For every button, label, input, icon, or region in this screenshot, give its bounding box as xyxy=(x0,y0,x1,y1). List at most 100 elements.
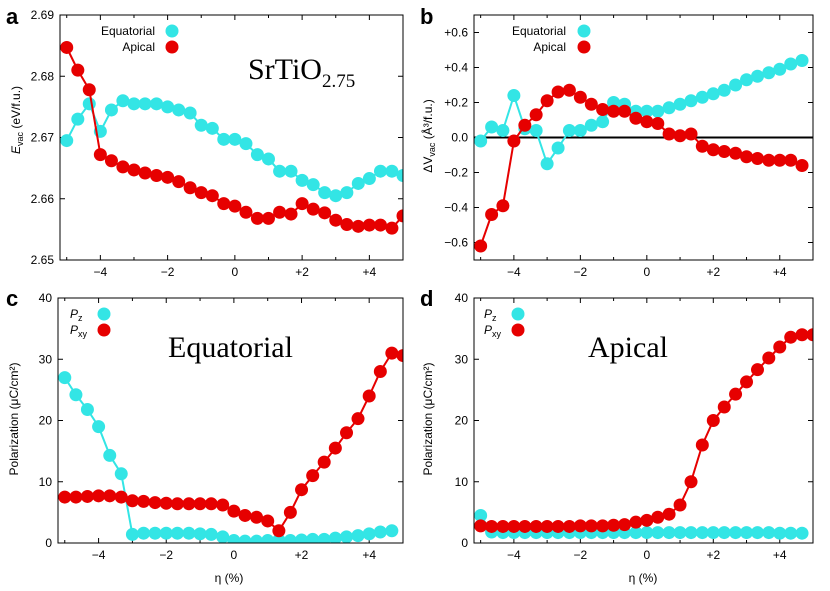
ytick-label: 10 xyxy=(39,475,53,489)
data-point-apical xyxy=(640,513,654,527)
data-point-apical xyxy=(261,514,275,528)
data-point-apical xyxy=(629,515,643,529)
xtick-label: +4 xyxy=(773,265,787,279)
data-point-apical xyxy=(340,217,354,231)
data-point-equatorial xyxy=(673,97,687,111)
data-point-apical xyxy=(284,207,298,221)
data-point-apical xyxy=(773,153,787,167)
ytick-label: 2.69 xyxy=(31,8,55,22)
data-point-apical xyxy=(529,519,543,533)
data-point-equatorial xyxy=(729,78,743,92)
data-point-equatorial xyxy=(740,526,754,540)
data-point-apical xyxy=(80,489,94,503)
xtick-label: +2 xyxy=(295,548,309,562)
data-point-apical xyxy=(496,519,510,533)
data-point-apical xyxy=(795,328,809,342)
data-point-equatorial xyxy=(317,532,331,543)
xtick-label: +4 xyxy=(362,548,376,562)
data-point-apical xyxy=(205,189,219,203)
data-point-apical xyxy=(540,519,554,533)
data-point-equatorial xyxy=(351,529,365,543)
xtick-label: 0 xyxy=(643,548,650,562)
data-point-apical xyxy=(217,197,231,211)
ytick-label: 2.66 xyxy=(31,192,55,206)
legend-c-pz-marker xyxy=(97,307,111,321)
data-point-apical xyxy=(116,160,130,174)
data-point-equatorial xyxy=(474,134,488,148)
data-point-apical xyxy=(204,497,218,511)
legend-a-apical-marker xyxy=(165,40,179,54)
data-point-apical xyxy=(573,519,587,533)
data-point-equatorial xyxy=(283,534,297,543)
data-point-apical xyxy=(194,186,208,200)
ytick-label: 0 xyxy=(461,536,468,550)
data-point-equatorial xyxy=(762,526,776,540)
data-point-equatorial xyxy=(695,90,709,104)
data-point-apical xyxy=(82,83,96,97)
data-point-apical xyxy=(170,497,184,511)
title-d: Apical xyxy=(588,331,668,364)
data-point-equatorial xyxy=(172,103,186,117)
data-point-apical xyxy=(148,496,162,510)
xlabel-c: η (%) xyxy=(215,571,244,585)
data-point-apical xyxy=(596,519,610,533)
data-point-apical xyxy=(328,441,342,455)
data-point-equatorial xyxy=(114,467,128,481)
data-point-apical xyxy=(529,108,543,122)
panel-label-d: d xyxy=(420,286,433,311)
data-point-apical xyxy=(71,63,85,77)
data-point-equatorial xyxy=(60,134,74,148)
data-point-apical xyxy=(562,519,576,533)
data-point-apical xyxy=(474,519,488,533)
data-point-apical xyxy=(362,389,376,403)
xtick-label: 0 xyxy=(643,265,650,279)
data-point-equatorial xyxy=(795,54,809,67)
data-point-apical xyxy=(584,97,598,111)
data-point-apical xyxy=(695,438,709,452)
data-point-apical xyxy=(673,129,687,143)
data-point-equatorial xyxy=(250,148,264,162)
data-point-apical xyxy=(784,330,798,344)
xtick-label: −4 xyxy=(507,548,521,562)
data-point-apical xyxy=(806,328,813,342)
data-point-apical xyxy=(385,346,399,360)
data-point-apical xyxy=(651,510,665,524)
data-point-apical xyxy=(329,213,343,227)
data-point-apical xyxy=(474,239,488,253)
legend-d: Pz Pxy xyxy=(484,307,525,339)
data-point-equatorial xyxy=(148,526,162,540)
xtick-label: +2 xyxy=(295,265,309,279)
data-point-equatorial xyxy=(662,526,676,540)
plot-c: −4 −2 0 +2 +4 0 10 20 30 40 xyxy=(39,291,404,562)
data-point-equatorial xyxy=(328,531,342,543)
data-point-apical xyxy=(60,40,74,54)
data-point-apical xyxy=(125,494,139,508)
data-point-apical xyxy=(182,497,196,511)
data-point-equatorial xyxy=(250,534,264,543)
data-point-apical xyxy=(706,414,720,427)
data-point-equatorial xyxy=(784,57,798,71)
data-point-equatorial xyxy=(170,526,184,540)
ytick-label: 0.0 xyxy=(451,131,468,145)
data-point-apical xyxy=(69,490,83,504)
ytick-label: 30 xyxy=(39,352,53,366)
xtick-label: −4 xyxy=(92,548,106,562)
data-point-equatorial xyxy=(784,526,798,540)
data-point-equatorial xyxy=(362,172,376,186)
data-point-equatorial xyxy=(82,97,96,111)
data-point-equatorial xyxy=(58,371,72,385)
data-point-apical xyxy=(396,349,403,363)
ytick-label: −0.2 xyxy=(444,166,468,180)
legend-d-pz-label: Pz xyxy=(484,307,497,323)
data-point-equatorial xyxy=(340,530,354,543)
plot-d: −4 −2 0 +2 +4 0 10 20 30 40 xyxy=(455,291,814,562)
data-point-apical xyxy=(340,426,354,440)
data-point-equatorial xyxy=(496,124,510,137)
data-point-apical xyxy=(273,205,287,219)
data-point-apical xyxy=(261,211,275,225)
data-point-equatorial xyxy=(284,164,298,178)
data-point-equatorial xyxy=(573,124,587,137)
data-point-apical xyxy=(351,412,365,426)
series-layer xyxy=(474,328,813,540)
plot-b: −4 −2 0 +2 +4 −0.6 −0.4 −0.2 0.0 +0.2 +0.4 +0.6 xyxy=(444,14,814,279)
